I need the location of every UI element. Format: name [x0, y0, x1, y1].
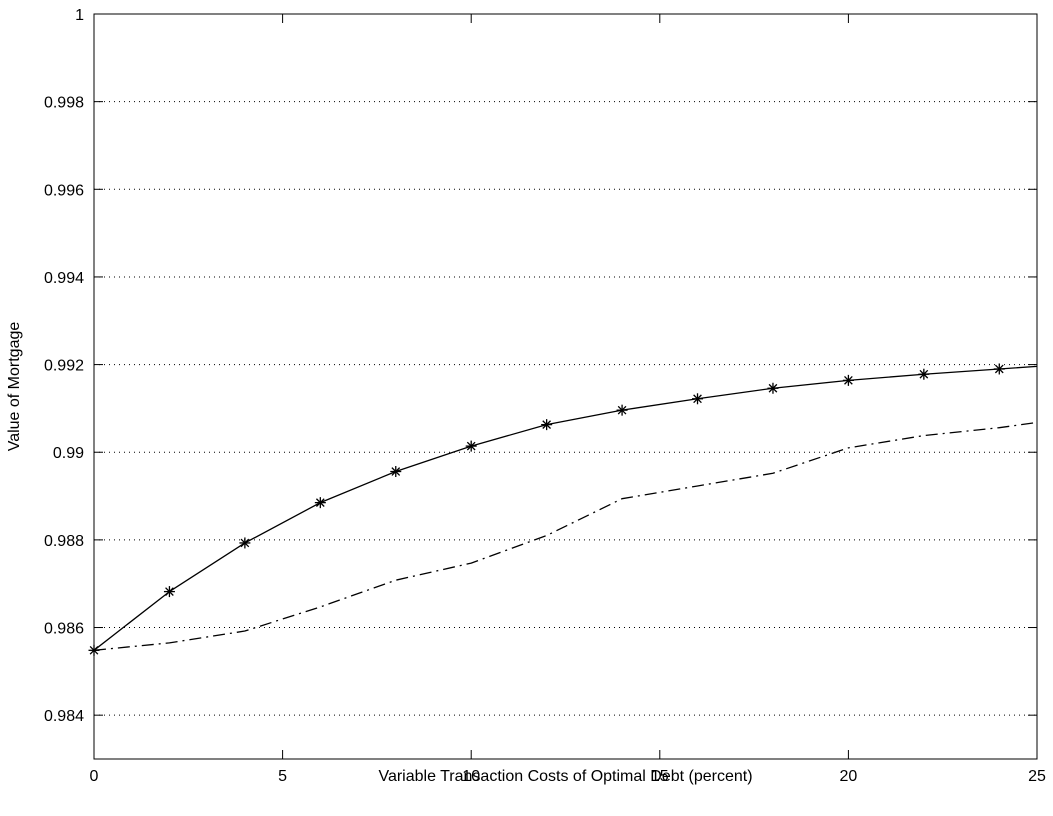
- y-tick-label-7: 0.998: [44, 95, 84, 112]
- series-0-point-9: [767, 382, 779, 394]
- series-0-point-6: [541, 419, 553, 431]
- y-tick-label-1: 0.986: [44, 621, 84, 638]
- series-0-point-10: [842, 374, 854, 386]
- series-0-point-5: [465, 440, 477, 452]
- series-0-point-8: [692, 393, 704, 405]
- y-tick-label-4: 0.992: [44, 358, 84, 375]
- series-line-0: [93, 365, 1038, 651]
- markers-layer: [88, 363, 1005, 656]
- series-0-point-1: [163, 586, 175, 598]
- x-axis-label: Variable Transaction Costs of Optimal De…: [378, 768, 752, 785]
- x-tick-label-5: 25: [1028, 768, 1046, 785]
- series-0-point-3: [314, 497, 326, 509]
- asterisk-stroke-3: [466, 441, 476, 451]
- asterisk-stroke-3: [768, 383, 778, 393]
- series-0-point-12: [993, 363, 1005, 375]
- x-tick-label-2: 10: [462, 768, 480, 785]
- asterisk-stroke-3: [240, 538, 250, 548]
- series-0-point-4: [390, 466, 402, 478]
- asterisk-stroke-3: [391, 467, 401, 476]
- series-0-point-2: [239, 537, 251, 549]
- asterisk-stroke-3: [994, 364, 1004, 374]
- asterisk-stroke-3: [919, 369, 929, 379]
- x-tick-labels: 0 5 10 15 20 25: [90, 768, 1046, 785]
- series-layer: [93, 365, 1038, 651]
- asterisk-stroke-3: [542, 420, 551, 429]
- tick-marks: [93, 13, 1038, 759]
- y-tick-labels: 0.984 0.986 0.988 0.99 0.992 0.994 0.996 0.998 1: [44, 7, 84, 725]
- series-line-1: [93, 421, 1038, 651]
- y-tick-label-2: 0.988: [44, 533, 84, 550]
- asterisk-stroke-3: [617, 405, 627, 415]
- y-tick-label-8: 1: [75, 7, 84, 24]
- x-tick-label-1: 5: [278, 768, 287, 785]
- y-tick-label-6: 0.996: [44, 182, 84, 199]
- x-tick-label-3: 15: [651, 768, 669, 785]
- asterisk-stroke-3: [315, 498, 325, 507]
- plot-frame: [93, 13, 1038, 760]
- x-tick-label-0: 0: [90, 768, 99, 785]
- series-0-point-11: [918, 368, 930, 380]
- asterisk-stroke-3: [693, 394, 702, 404]
- series-0-point-7: [616, 404, 628, 416]
- y-tick-label-5: 0.994: [44, 270, 84, 287]
- y-axis-label: Value of Mortgage: [6, 322, 23, 452]
- y-tick-label-0: 0.984: [44, 708, 84, 725]
- x-tick-label-4: 20: [840, 768, 858, 785]
- asterisk-stroke-3: [844, 376, 853, 385]
- y-tick-label-3: 0.99: [53, 445, 84, 462]
- asterisk-stroke-3: [165, 587, 174, 596]
- gridlines: [94, 101, 1037, 716]
